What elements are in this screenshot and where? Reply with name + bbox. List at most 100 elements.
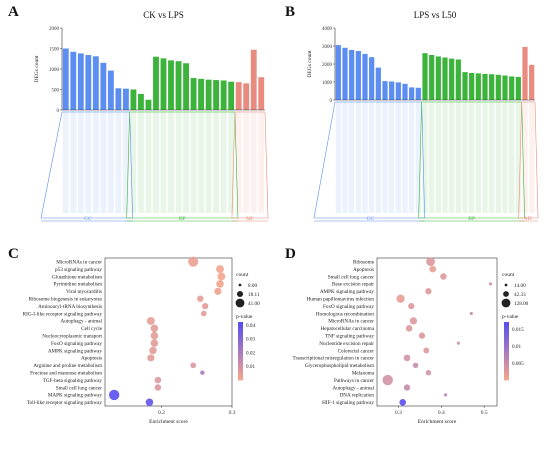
panel-c-legend-count-label: 18.11 (248, 292, 260, 298)
panel-b-group-label-bp: BP (468, 216, 475, 222)
panel-c-colorbar-segment (238, 356, 243, 361)
panel-b-label-band (349, 101, 355, 213)
panel-d-category-label: TNF signaling pathway (325, 334, 374, 340)
panel-c-colorbar-segment (238, 362, 243, 366)
panel-b-bar-bp (442, 57, 448, 100)
panel-b-bar-bp (435, 56, 441, 100)
panel-c-bubble (202, 302, 209, 310)
panel-b-bar-bp (509, 76, 515, 100)
panel-d-legend-count-marker (504, 283, 508, 287)
panel-c-colorbar-segment (238, 348, 243, 352)
panel-b-bar-bp (449, 58, 455, 100)
panel-b-label-band (522, 101, 528, 213)
panel-d-colorbar-segment (504, 322, 509, 326)
panel-c-colorbar-tick-label: 0.04 (246, 323, 255, 329)
panel-b-label-band (495, 101, 501, 213)
panel-b-bar-mf (522, 46, 528, 100)
panel-d-colorbar-segment (504, 362, 509, 366)
panel-c-bubble (146, 316, 155, 325)
panel-c-colorbar-segment (238, 374, 243, 378)
panel-d-category-label: Human papillomavirus infection (307, 296, 375, 303)
panel-b-bar-bp (455, 59, 461, 100)
panel-b-label-band (429, 101, 435, 213)
panel-d-xtick-label: 0.5 (481, 410, 488, 416)
panel-c-colorbar-tick-label: 0.01 (246, 364, 255, 370)
panel-b-label-band (422, 101, 428, 213)
panel-a-bar-cc (107, 70, 114, 110)
panel-c-colorbar-segment (238, 342, 243, 346)
panel-b-ytick-label: 2000 (322, 63, 333, 68)
panel-c-category-label: Viral myocarditis (66, 289, 102, 295)
panel-d-colorbar-segment (504, 351, 509, 355)
panel-d-bubble (418, 332, 426, 339)
panel-a-ytick-label: 2000 (49, 27, 60, 32)
panel-letter-d: D (285, 246, 296, 262)
panel-d-colorbar-segment (504, 324, 509, 329)
panel-d-xlabel: Enrichment score (418, 419, 457, 425)
panel-a-label-band (145, 111, 152, 213)
panel-d-category-label: MicroRNAs in cancer (328, 319, 374, 325)
panel-d-category-label: Homologous recombination (316, 311, 374, 317)
panel-d-colorbar-segment (504, 348, 509, 352)
panel-b-bar-bp (502, 75, 508, 100)
panel-c-category-label: Glutathione metabolism (52, 274, 102, 280)
panel-a-bar-bp (145, 99, 152, 110)
panel-a-label-band (100, 111, 107, 213)
panel-d-bubble (426, 257, 435, 267)
panel-b-label-band (489, 101, 495, 213)
panel-c-colorbar-segment (238, 359, 243, 363)
panel-c-bubble (147, 354, 155, 362)
panel-d-bubble (440, 273, 447, 280)
panel-c-colorbar-segment (238, 353, 243, 358)
panel-c-category-label: Fructose and mannose metabolism (30, 371, 102, 377)
panel-d-bubble (488, 282, 493, 286)
panel-letter-a: A (8, 4, 19, 20)
panel-b-label-band (462, 101, 468, 213)
panel-b-bar-cc (382, 81, 388, 100)
panel-c-category-label: RIG-I-like receptor signaling pathway (23, 311, 103, 317)
panel-d-category-label: Small cell lung cancer (328, 274, 375, 280)
panel-b-label-band (482, 101, 488, 213)
panel-a-group-label-bp: BP (179, 216, 186, 222)
panel-c-bubble (154, 376, 162, 384)
panel-b-label-band (362, 101, 368, 213)
panel-b-label-band (369, 101, 375, 213)
panel-a-label-band (243, 111, 250, 213)
panel-b-bar-bp (469, 73, 475, 100)
panel-c-colorbar-segment (238, 330, 243, 334)
panel-d-xtick-label: 0.4 (438, 410, 445, 416)
panel-c-legend-count-marker (238, 283, 242, 287)
panel-d-colorbar-segment (504, 353, 509, 358)
panel-c-bubble (216, 265, 224, 274)
panel-b-label-band (469, 101, 475, 213)
panel-a-bar-bp (153, 56, 159, 110)
panel-c-category-label: Small cell lung cancer (56, 385, 103, 391)
panel-a-label-band (205, 111, 212, 213)
panel-d-bubble (382, 374, 393, 386)
panel-d-colorbar-segment (504, 374, 509, 378)
panel-d-bubble (429, 265, 437, 273)
panel-b-label-band (409, 101, 415, 213)
panel-d-colorbar-tick-label: 0.015 (512, 327, 524, 333)
panel-c-colorbar-segment (238, 345, 243, 349)
panel-d-bubble (412, 362, 419, 369)
panel-a-label-band (190, 111, 197, 213)
panel-b-bar-bp (495, 74, 501, 100)
panel-c-xtick-label: 0.3 (229, 410, 236, 416)
panel-a-bar-bp (138, 94, 144, 110)
panel-c-bubble (145, 398, 154, 407)
panel-a-label-band (198, 111, 205, 213)
panel-a-bar-cc (92, 56, 99, 110)
panel-a-label-band (235, 111, 242, 213)
panel-c-bubble (200, 310, 207, 317)
panel-c-category-label: Apoptosis (81, 356, 102, 362)
panel-b-bar-cc (369, 57, 375, 100)
panel-d-category-label: DNA replication (340, 393, 375, 399)
panel-d-colorbar-segment (504, 336, 509, 340)
panel-c-colorbar-segment (238, 327, 243, 332)
panel-a-ytick-label: 1000 (49, 68, 60, 73)
panel-d-legend-p-title: p-value (502, 314, 519, 320)
panel-a-label-band (228, 111, 235, 213)
panel-d-legend-count-label: 42.33 (514, 292, 526, 298)
panel-d-bubble (405, 324, 413, 332)
